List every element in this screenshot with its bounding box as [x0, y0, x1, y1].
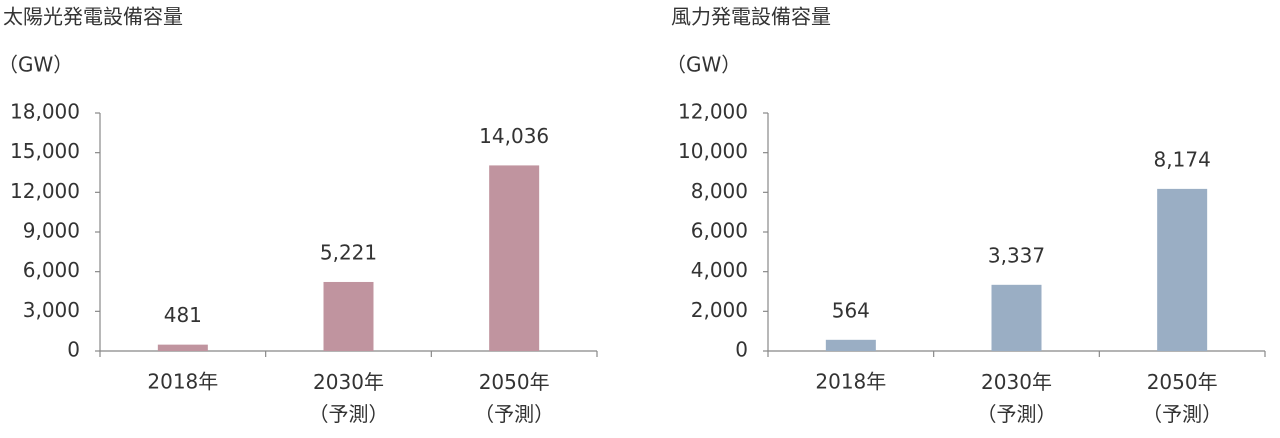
y-tick-label: 0 [67, 338, 80, 362]
bar [323, 281, 374, 351]
bar [991, 284, 1042, 351]
bar [1157, 188, 1208, 351]
value-label: 564 [832, 298, 870, 322]
y-tick-label: 9,000 [23, 219, 80, 243]
y-tick-label: 8,000 [691, 179, 748, 203]
y-tick-label: 4,000 [691, 258, 748, 282]
y-tick-label: 12,000 [10, 179, 80, 203]
x-tick-label: 2018年 [815, 370, 886, 394]
y-tick-label: 10,000 [678, 139, 748, 163]
value-label: 8,174 [1154, 147, 1211, 171]
chart-title: 太陽光発電設備容量 [3, 5, 183, 29]
value-label: 3,337 [988, 243, 1045, 267]
y-axis-label: （GW） [0, 53, 73, 77]
y-axis-label: （GW） [666, 53, 741, 77]
x-tick-label: 2050年（予測） [474, 370, 554, 426]
x-tick-label: 2030年（予測） [977, 370, 1057, 426]
y-tick-label: 6,000 [691, 219, 748, 243]
bar [157, 344, 208, 351]
y-tick-label: 15,000 [10, 139, 80, 163]
y-tick-label: 0 [735, 338, 748, 362]
value-label: 14,036 [479, 124, 549, 148]
bar [825, 339, 876, 351]
value-label: 5,221 [320, 240, 377, 264]
y-tick-label: 12,000 [678, 100, 748, 124]
y-tick-label: 3,000 [23, 298, 80, 322]
y-tick-label: 6,000 [23, 258, 80, 282]
x-tick-label: 2030年（予測） [309, 370, 389, 426]
x-tick-label: 2050年（予測） [1142, 370, 1222, 426]
value-label: 481 [164, 303, 202, 327]
x-tick-label: 2018年 [147, 370, 218, 394]
y-tick-label: 2,000 [691, 298, 748, 322]
bar [489, 165, 540, 351]
chart-title: 風力発電設備容量 [671, 5, 831, 29]
y-tick-label: 18,000 [10, 100, 80, 124]
